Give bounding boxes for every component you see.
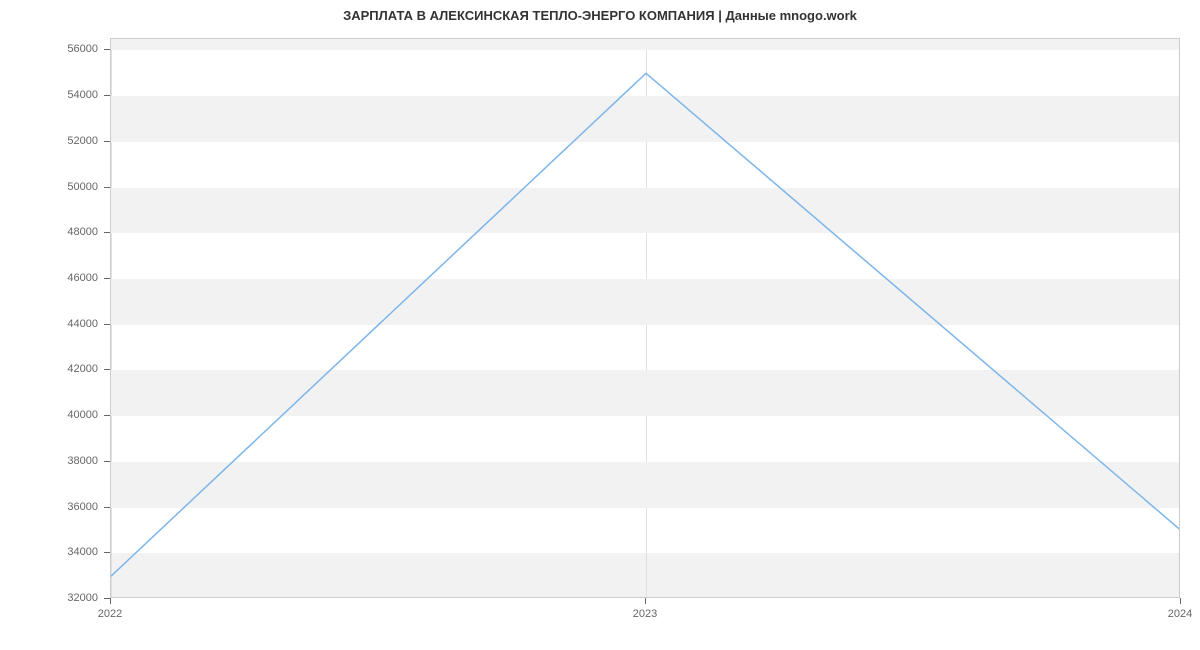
x-tick-label: 2022 [98,608,122,620]
plot-area [110,38,1180,598]
y-tick-mark [104,278,110,279]
y-tick-mark [104,141,110,142]
y-tick-label: 52000 [0,135,98,147]
x-tick-label: 2024 [1168,608,1192,620]
y-tick-mark [104,95,110,96]
y-tick-label: 54000 [0,89,98,101]
y-tick-label: 38000 [0,455,98,467]
y-tick-label: 40000 [0,409,98,421]
y-tick-label: 34000 [0,546,98,558]
y-tick-label: 46000 [0,272,98,284]
y-tick-mark [104,49,110,50]
x-tick-mark [1180,598,1181,604]
y-tick-label: 44000 [0,318,98,330]
x-tick-mark [645,598,646,604]
y-tick-mark [104,461,110,462]
salary-chart: ЗАРПЛАТА В АЛЕКСИНСКАЯ ТЕПЛО-ЭНЕРГО КОМП… [0,0,1200,650]
x-tick-mark [110,598,111,604]
y-tick-label: 48000 [0,226,98,238]
y-tick-label: 36000 [0,501,98,513]
y-tick-mark [104,324,110,325]
data-line [111,39,1180,598]
y-tick-label: 42000 [0,363,98,375]
y-tick-mark [104,369,110,370]
y-tick-mark [104,232,110,233]
chart-title: ЗАРПЛАТА В АЛЕКСИНСКАЯ ТЕПЛО-ЭНЕРГО КОМП… [0,8,1200,23]
y-tick-mark [104,507,110,508]
y-tick-label: 32000 [0,592,98,604]
y-tick-mark [104,415,110,416]
x-tick-label: 2023 [633,608,657,620]
y-tick-label: 56000 [0,43,98,55]
y-tick-mark [104,552,110,553]
series-line [111,73,1180,576]
y-tick-mark [104,187,110,188]
y-tick-label: 50000 [0,181,98,193]
